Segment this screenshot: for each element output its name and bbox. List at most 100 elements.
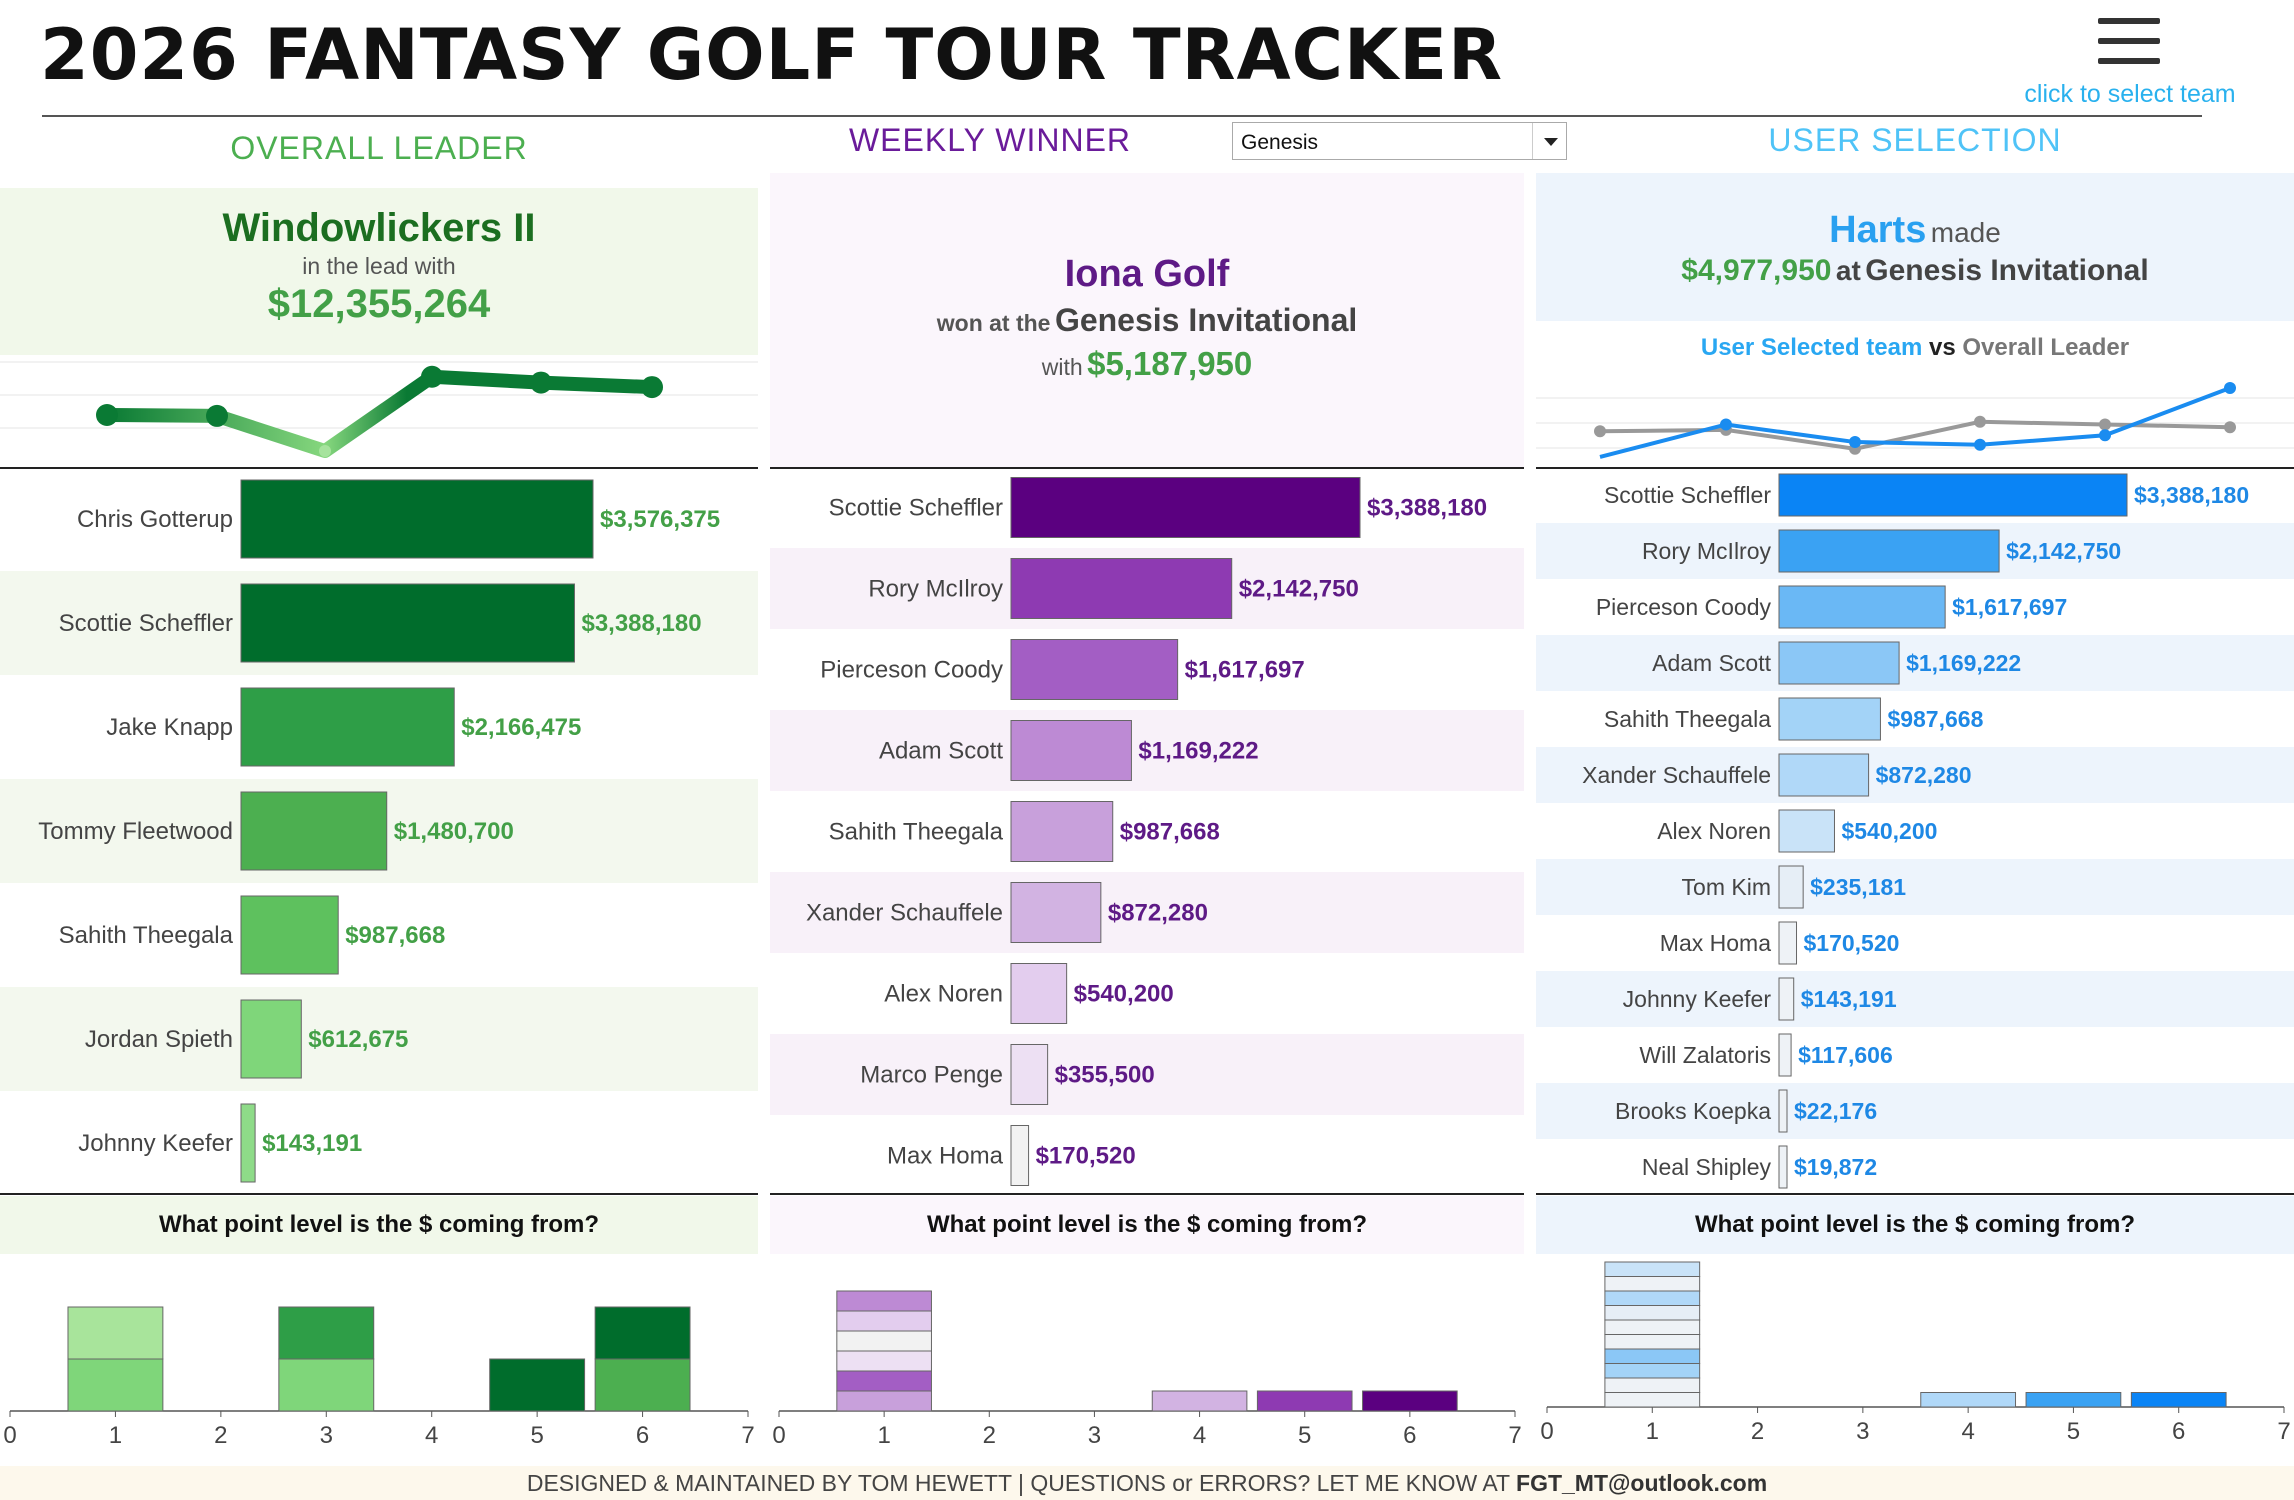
user-player-name: Adam Scott <box>1652 650 1771 676</box>
weekly-winner-amount: $5,187,950 <box>1087 345 1253 382</box>
user-bar <box>1778 585 1946 629</box>
overall-leader-line-point <box>2224 421 2236 434</box>
overall-bar <box>240 791 388 871</box>
user-player-name: Xander Schauffele <box>1582 762 1771 788</box>
overall-bar-value: $3,388,180 <box>581 610 701 637</box>
overall-bar <box>240 583 575 663</box>
user-point-x-tick-label: 7 <box>2277 1418 2290 1445</box>
overall-point-x-tick-label: 7 <box>741 1422 754 1449</box>
overall-trend-point <box>206 404 228 427</box>
chevron-down-icon[interactable] <box>1532 123 1566 159</box>
user-point-stack-segment <box>1604 1334 1701 1350</box>
weekly-point-x-tick-label: 1 <box>877 1422 890 1449</box>
footer-email[interactable]: FGT_MT@outlook.com <box>1516 1470 1768 1496</box>
weekly-point-x-tick-label: 6 <box>1403 1422 1416 1449</box>
team-select-hint[interactable]: click to select team <box>2024 80 2236 108</box>
user-point-stack-segment <box>1604 1392 1701 1408</box>
weekly-point-stack-segment <box>836 1290 932 1312</box>
legend-overall-leader: Overall Leader <box>1962 334 2130 361</box>
weekly-player-name: Rory McIlroy <box>868 576 1003 603</box>
user-point-level-title: What point level is the $ coming from? <box>1536 1196 2294 1254</box>
weekly-point-stack-segment <box>836 1310 932 1332</box>
weekly-divider-bottom <box>770 1193 1524 1195</box>
weekly-player-name: Marco Penge <box>860 1062 1003 1089</box>
weekly-bar <box>1010 882 1102 943</box>
user-point-stack-segment <box>2130 1392 2227 1408</box>
weekly-bar-value: $1,617,697 <box>1185 657 1305 684</box>
overall-bar-value: $143,191 <box>262 1130 362 1157</box>
overall-leader-heading: OVERALL LEADER <box>230 130 528 166</box>
legend-user-team: User Selected team <box>1700 334 1923 361</box>
overall-bar-value: $2,166,475 <box>461 714 581 741</box>
overall-row-band <box>0 987 758 1091</box>
overall-point-x-tick-label: 4 <box>425 1422 438 1449</box>
user-bar <box>1778 809 1835 853</box>
comparison-legend: User Selected team vs Overall Leader <box>1536 334 2294 362</box>
user-point-stack-segment <box>1604 1276 1701 1292</box>
weekly-bar-value: $2,142,750 <box>1239 576 1359 603</box>
user-point-x-tick-label: 0 <box>1540 1418 1553 1445</box>
weekly-bar <box>1010 963 1068 1024</box>
overall-player-name: Tommy Fleetwood <box>38 818 233 845</box>
overall-bar-value: $987,668 <box>345 922 445 949</box>
user-bar <box>1778 1089 1788 1133</box>
weekly-row-band <box>770 1034 1524 1115</box>
user-bar <box>1778 921 1798 965</box>
overall-point-level-title: What point level is the $ coming from? <box>0 1196 758 1254</box>
weekly-bar <box>1010 639 1179 700</box>
overall-player-name: Sahith Theegala <box>59 922 234 949</box>
overall-trend-line <box>106 369 653 458</box>
user-player-name: Tom Kim <box>1682 874 1771 900</box>
user-row-band <box>1536 971 2294 1027</box>
user-bar-value: $235,181 <box>1810 874 1906 900</box>
user-point-stack-segment <box>1920 1392 2017 1408</box>
overall-point-x-tick-label: 0 <box>3 1422 16 1449</box>
tournament-select[interactable]: Genesis <box>1232 122 1567 160</box>
weekly-bar <box>1010 720 1132 781</box>
overall-trend-point <box>96 404 118 426</box>
overall-bar <box>240 999 302 1079</box>
weekly-player-name: Max Homa <box>887 1143 1004 1170</box>
overall-bar-value: $612,675 <box>308 1026 408 1053</box>
user-point-stack-segment <box>2025 1392 2122 1408</box>
weekly-point-stack-segment <box>836 1370 932 1392</box>
user-bar <box>1778 977 1795 1021</box>
weekly-bar-value: $872,280 <box>1108 900 1208 927</box>
weekly-row-band <box>770 872 1524 953</box>
overall-player-name: Scottie Scheffler <box>59 610 233 637</box>
weekly-bar <box>1010 801 1114 862</box>
hamburger-menu-icon[interactable] <box>2098 18 2162 68</box>
weekly-point-x-tick-label: 2 <box>983 1422 996 1449</box>
user-bar-value: $3,388,180 <box>2134 482 2249 508</box>
weekly-bar-value: $170,520 <box>1036 1143 1136 1170</box>
weekly-point-x-tick-label: 3 <box>1088 1422 1101 1449</box>
user-bar <box>1778 697 1881 741</box>
overall-bar <box>240 1103 256 1183</box>
user-bar-value: $143,191 <box>1801 986 1897 1012</box>
weekly-winner-panel: Iona Golf won at the Genesis Invitationa… <box>770 173 1524 467</box>
overall-trend-point <box>421 365 443 388</box>
legend-vs: vs <box>1928 334 1956 361</box>
overall-point-x-tick-label: 1 <box>109 1422 122 1449</box>
user-divider-bottom <box>1536 1193 2294 1195</box>
weekly-won-prefix: won at the <box>936 310 1051 336</box>
overall-divider-top <box>0 467 758 469</box>
weekly-bar-value: $355,500 <box>1055 1062 1155 1089</box>
overall-point-x-tick-label: 5 <box>530 1422 543 1449</box>
user-bar <box>1778 473 2128 517</box>
overall-player-name: Johnny Keefer <box>78 1130 233 1157</box>
weekly-point-x-tick-label: 5 <box>1298 1422 1311 1449</box>
overall-point-stack-segment <box>594 1358 691 1412</box>
user-point-stack-segment <box>1604 1363 1701 1379</box>
user-team-name: Harts <box>1829 209 1927 251</box>
weekly-bar <box>1010 1044 1049 1105</box>
weekly-point-level-title: What point level is the $ coming from? <box>770 1196 1524 1254</box>
overall-bar <box>240 687 455 767</box>
user-point-x-tick-label: 1 <box>1646 1418 1659 1445</box>
weekly-point-x-tick-label: 0 <box>772 1422 785 1449</box>
overall-point-x-tick-label: 3 <box>320 1422 333 1449</box>
user-player-name: Pierceson Coody <box>1596 594 1772 620</box>
tournament-select-value: Genesis <box>1241 131 1319 154</box>
user-player-name: Rory McIlroy <box>1642 538 1772 564</box>
